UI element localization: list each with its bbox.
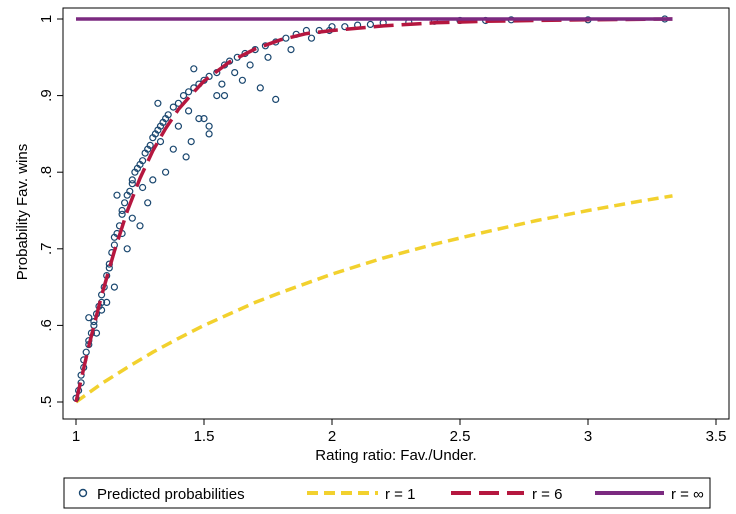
scatter-point <box>144 199 152 207</box>
scatter-point <box>287 45 295 54</box>
scatter-point <box>146 141 154 149</box>
y-tick-label: .7 <box>38 243 55 256</box>
scatter-point <box>205 72 213 81</box>
scatter-point <box>164 111 172 119</box>
y-tick-label: .5 <box>38 396 55 409</box>
scatter-point <box>182 153 190 161</box>
scatter-point <box>118 206 126 215</box>
scatter-point <box>226 57 234 65</box>
plot-area <box>72 15 673 404</box>
x-tick-label: 1 <box>72 428 80 445</box>
scatter-point <box>256 84 264 92</box>
legend-marker-circle <box>78 488 88 498</box>
legend-item-r1: r = 1 <box>307 486 415 503</box>
scatter-point <box>149 176 157 184</box>
legend-item-predicted: Predicted probabilities <box>78 486 245 503</box>
scatter-point <box>205 130 213 138</box>
scatter-point <box>126 187 134 195</box>
legend-label-rinf: r = ∞ <box>671 486 704 503</box>
legend-label-r1: r = 1 <box>385 486 415 503</box>
scatter-point <box>154 99 162 107</box>
legend: Predicted probabilities r = 1 r = 6 r = … <box>63 477 711 509</box>
scatter-point <box>341 23 349 31</box>
x-tick-label: 3.5 <box>706 428 727 445</box>
axes: 1 1.5 2 2.5 3 3.5 .5 .6 .7 .8 .9 1 <box>38 7 730 445</box>
scatter-point <box>220 91 229 100</box>
scatter-point <box>128 176 136 184</box>
scatter-point <box>307 34 316 42</box>
x-axis-title: Rating ratio: Fav./Under. <box>315 447 476 464</box>
scatter-point <box>169 145 177 153</box>
scatter-point <box>174 99 182 107</box>
series-line-1 <box>74 194 673 404</box>
scatter-point <box>128 214 136 222</box>
scatter-point <box>264 53 272 61</box>
scatter-point <box>123 245 131 253</box>
scatter-point <box>231 68 239 77</box>
scatter-point <box>174 122 182 130</box>
scatter-point <box>238 76 246 84</box>
scatter-point <box>139 157 147 165</box>
scatter-point <box>162 168 170 176</box>
scatter-point <box>169 103 177 111</box>
scatter-point <box>113 191 121 199</box>
scatter-point <box>195 114 203 123</box>
scatter-point <box>205 122 213 130</box>
scatter-point <box>282 34 290 42</box>
y-tick-label: .9 <box>38 89 55 102</box>
scatter-point <box>110 283 119 291</box>
scatter-point <box>185 107 193 115</box>
scatter-point <box>120 199 129 207</box>
y-tick-label: .6 <box>38 319 55 332</box>
scatter-point <box>139 183 147 192</box>
x-tick-label: 3 <box>584 428 592 445</box>
scatter-point <box>136 222 144 230</box>
scatter-point <box>187 138 195 146</box>
scatter-point <box>366 20 374 28</box>
legend-item-r6: r = 6 <box>451 486 562 503</box>
legend-label-r6: r = 6 <box>532 486 562 503</box>
scatter-point <box>156 138 165 146</box>
scatter-point <box>218 80 226 88</box>
scatter-point <box>128 180 136 188</box>
plot-frame <box>62 7 730 420</box>
scatter-point <box>246 61 254 69</box>
series-line-2 <box>74 17 673 403</box>
scatter-point <box>272 95 280 104</box>
scatter-point <box>200 114 208 123</box>
scatter-point <box>103 298 111 306</box>
scatter-point <box>85 314 93 322</box>
y-tick-label: 1 <box>38 15 55 23</box>
x-tick-label: 2.5 <box>450 428 471 445</box>
x-tick-label: 2 <box>328 428 336 445</box>
scatter-point <box>90 318 98 326</box>
legend-label-predicted: Predicted probabilities <box>97 486 245 503</box>
y-tick-label: .8 <box>38 166 55 179</box>
legend-item-rinf: r = ∞ <box>595 486 704 503</box>
y-axis-title: Probability Fav. wins <box>14 144 31 280</box>
x-tick-label: 1.5 <box>194 428 215 445</box>
scatter-point <box>185 88 193 96</box>
scatter-point <box>118 210 126 218</box>
scatter-point <box>190 65 198 73</box>
scatter-point <box>179 91 188 100</box>
scatter-point <box>213 91 221 100</box>
